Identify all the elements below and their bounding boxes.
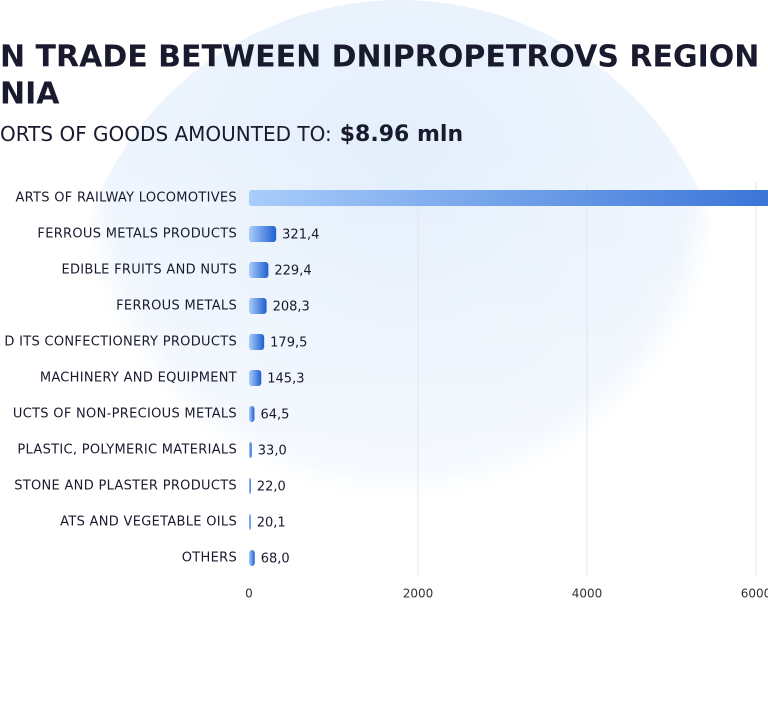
category-label: D ITS CONFECTIONERY PRODUCTS bbox=[4, 335, 237, 350]
x-tick-label: 0 bbox=[245, 587, 253, 601]
bar bbox=[249, 478, 251, 494]
value-label: 68,0 bbox=[261, 552, 290, 567]
subtitle: ORTS OF GOODS AMOUNTED TO: $8.96 mln bbox=[0, 122, 463, 148]
bar bbox=[249, 262, 269, 278]
bar bbox=[249, 226, 277, 242]
value-label: 145,3 bbox=[267, 372, 304, 387]
category-label: FERROUS METALS bbox=[116, 299, 237, 314]
value-label: 208,3 bbox=[273, 300, 310, 315]
title: NIA bbox=[0, 77, 60, 112]
bar bbox=[249, 370, 262, 386]
category-label: OTHERS bbox=[182, 551, 237, 566]
bar bbox=[249, 550, 255, 566]
value-label: 64,5 bbox=[260, 408, 289, 423]
bar bbox=[249, 442, 252, 458]
x-tick-label: 2000 bbox=[403, 587, 434, 601]
x-tick-label: 4000 bbox=[572, 587, 603, 601]
value-label: 20,1 bbox=[257, 516, 286, 531]
x-tick-label: 6000 bbox=[741, 587, 768, 601]
title: N TRADE BETWEEN DNIPROPETROVS REGION A bbox=[0, 40, 768, 75]
value-label: 33,0 bbox=[258, 444, 287, 459]
value-label: 321,4 bbox=[282, 228, 319, 243]
bg-fade bbox=[0, 140, 768, 720]
category-label: STONE AND PLASTER PRODUCTS bbox=[14, 479, 237, 494]
category-label: ARTS OF RAILWAY LOCOMOTIVES bbox=[15, 191, 237, 206]
category-label: MACHINERY AND EQUIPMENT bbox=[40, 371, 237, 386]
category-label: ATS AND VEGETABLE OILS bbox=[60, 515, 237, 530]
value-label: 229,4 bbox=[274, 264, 311, 279]
value-label: 22,0 bbox=[257, 480, 286, 495]
bar bbox=[249, 514, 251, 530]
total: $8.96 mln bbox=[340, 122, 463, 147]
bar bbox=[249, 298, 267, 314]
bar bbox=[249, 406, 255, 422]
bar bbox=[249, 334, 265, 350]
bar bbox=[249, 190, 768, 206]
category-label: FERROUS METALS PRODUCTS bbox=[37, 227, 237, 242]
subtitle-text: ORTS OF GOODS AMOUNTED TO: bbox=[0, 122, 332, 146]
category-label: UCTS OF NON-PRECIOUS METALS bbox=[13, 407, 237, 422]
category-label: EDIBLE FRUITS AND NUTS bbox=[61, 263, 237, 278]
category-label: PLASTIC, POLYMERIC MATERIALS bbox=[17, 443, 237, 458]
value-label: 179,5 bbox=[270, 336, 307, 351]
